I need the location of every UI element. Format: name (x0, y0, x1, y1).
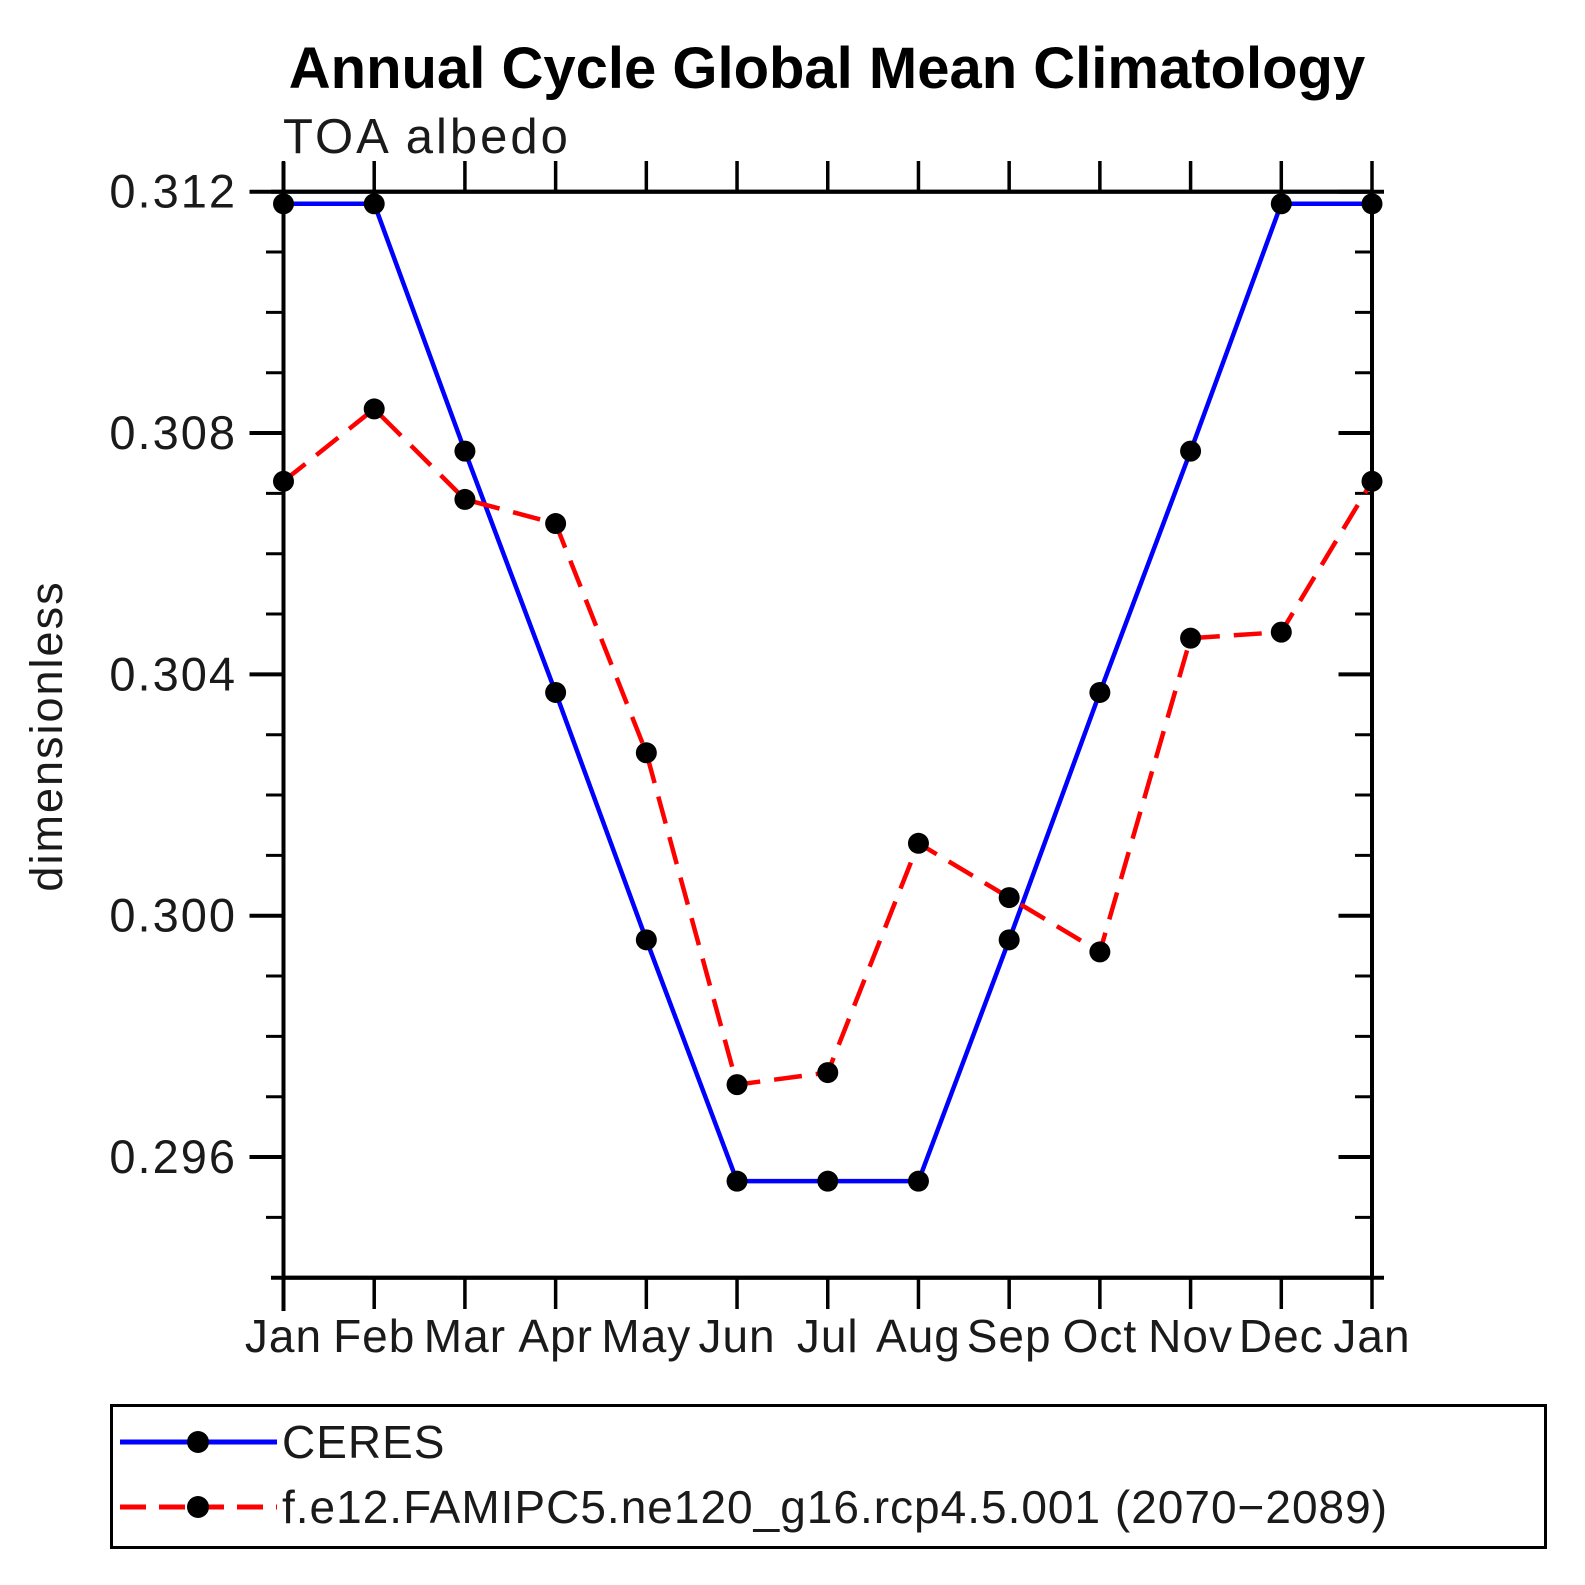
data-point-marker (907, 1170, 929, 1192)
data-point-marker (273, 193, 294, 215)
page-title: Annual Cycle Global Mean Climatology (289, 36, 1365, 101)
legend-label-model: f.e12.FAMIPC5.ne120_g16.rcp4.5.001 (2070… (282, 1481, 1389, 1533)
data-point-marker (998, 929, 1020, 951)
data-point-marker (726, 1170, 748, 1192)
data-point-marker (817, 1170, 839, 1192)
y-axis-title: dimensionless (21, 580, 72, 891)
x-tick-label: Nov (1148, 1310, 1233, 1362)
plot-tick-labels: Jan Feb Mar Apr May Jun Jul Aug Sep Oct Nov Dec Jan0… (109, 165, 1410, 1362)
data-point-marker (1180, 440, 1202, 462)
x-tick-label: Dec (1239, 1310, 1324, 1362)
plot-frame (281, 189, 1374, 1280)
data-point-marker (545, 513, 567, 535)
data-point-marker (1270, 621, 1292, 643)
y-tick-label: 0.312 (109, 165, 237, 218)
data-point-marker (454, 440, 476, 462)
data-point-marker (1180, 627, 1202, 649)
x-tick-label: May (601, 1310, 691, 1362)
data-point-marker (817, 1062, 839, 1084)
data-point-marker (363, 398, 385, 420)
data-point-marker (635, 742, 657, 764)
legend-box: CERES f.e12.FAMIPC5.ne120_g16.rcp4.5.001… (110, 1404, 1547, 1549)
data-point-marker (454, 488, 476, 510)
legend-line-dashed-icon (120, 1496, 277, 1518)
x-tick-label: Jul (797, 1310, 859, 1362)
data-point-marker (363, 193, 385, 215)
data-point-marker (635, 929, 657, 951)
series-line-0 (283, 201, 1372, 1184)
x-tick-label: Mar (424, 1310, 506, 1362)
legend-entry-model: f.e12.FAMIPC5.ne120_g16.rcp4.5.001 (2070… (119, 1481, 1389, 1533)
plot-series (273, 193, 1383, 1192)
data-point-marker (726, 1074, 748, 1096)
legend-entry-ceres: CERES (119, 1416, 446, 1468)
x-tick-label: Apr (518, 1310, 593, 1362)
data-point-marker (1089, 681, 1111, 703)
data-point-marker (1361, 193, 1383, 215)
x-tick-label: Oct (1063, 1310, 1138, 1362)
x-tick-label: Feb (333, 1310, 415, 1362)
x-tick-label: Jun (698, 1310, 775, 1362)
data-point-marker (1270, 193, 1292, 215)
x-tick-label: Jan (245, 1310, 322, 1362)
x-tick-label: Jan (1333, 1310, 1410, 1362)
plot-axes (249, 161, 1384, 1311)
series-line-1 (282, 405, 1374, 1088)
data-point-marker (273, 470, 294, 492)
data-point-marker (998, 887, 1020, 909)
chart-subtitle: TOA albedo (283, 110, 571, 164)
data-point-marker (1361, 470, 1383, 492)
y-tick-label: 0.308 (109, 406, 237, 459)
legend-line-solid-icon (120, 1431, 277, 1453)
data-point-marker (907, 832, 929, 854)
data-point-marker (1089, 941, 1111, 963)
y-tick-label: 0.296 (109, 1130, 237, 1183)
x-tick-label: Sep (967, 1310, 1052, 1362)
y-tick-label: 0.304 (109, 647, 237, 700)
y-tick-label: 0.300 (109, 889, 237, 942)
legend-label-ceres: CERES (282, 1416, 446, 1468)
data-point-marker (545, 681, 567, 703)
x-tick-label: Aug (876, 1310, 961, 1362)
